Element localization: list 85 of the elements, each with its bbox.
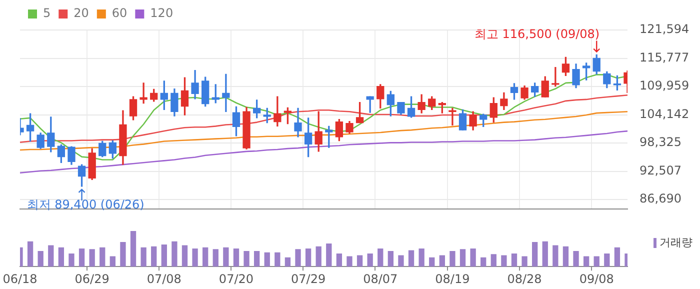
bar [398, 255, 404, 267]
bar [68, 253, 74, 267]
bar [233, 248, 240, 267]
x-tick-label: 07/20 [218, 272, 254, 286]
bar [532, 242, 538, 267]
annotation: 최고 116,500 (09/08) [474, 26, 600, 41]
bar [388, 250, 394, 267]
bar [470, 248, 476, 267]
bar [460, 249, 466, 267]
bar [542, 241, 548, 267]
bar [172, 241, 178, 267]
bar [378, 248, 384, 267]
y-tick-label: 104,142 [640, 106, 690, 121]
bar [48, 245, 54, 267]
bar [573, 250, 579, 267]
bar [58, 247, 64, 267]
bar [264, 252, 270, 267]
bar [274, 252, 280, 267]
bar [130, 231, 136, 267]
y-tick-label: 98,325 [640, 135, 682, 150]
bar [316, 246, 322, 267]
bar [490, 254, 496, 267]
bar [27, 241, 34, 267]
bar [38, 250, 44, 267]
bar [439, 255, 445, 267]
bar [511, 253, 518, 267]
x-tick-label: 07/29 [291, 272, 326, 286]
x-tick-label: 08/19 [435, 272, 470, 286]
bar [202, 247, 208, 267]
bar [408, 250, 414, 267]
bar [212, 249, 218, 267]
bar [480, 257, 486, 267]
bar [161, 244, 167, 267]
candlestick [552, 67, 560, 87]
x-tick-label: 08/07 [363, 272, 398, 286]
bar [356, 255, 363, 267]
bar [552, 245, 558, 267]
x-tick-label: 06/18 [2, 272, 38, 286]
bar [418, 248, 424, 267]
bar [254, 250, 260, 267]
y-tick-label: 121,594 [640, 22, 690, 36]
y-tick-label: 86,690 [640, 192, 682, 206]
y-tick-label: 92,507 [640, 163, 682, 178]
annotation: 최저 89,400 (06/26) [26, 198, 144, 212]
candlestick [222, 74, 230, 112]
bar [223, 247, 229, 267]
bar [594, 256, 600, 267]
bar [295, 249, 301, 267]
bar [583, 256, 590, 267]
x-tick-label: 09/08 [579, 272, 614, 286]
bar [346, 256, 352, 267]
y-tick-label: 115,777 [640, 50, 690, 64]
bar [429, 257, 435, 267]
bar [151, 246, 157, 267]
bar [604, 253, 610, 267]
legend-label: 5 [43, 6, 51, 20]
legend-label: 20 [74, 6, 89, 20]
bar [120, 242, 126, 267]
bar [450, 250, 456, 267]
bar [78, 248, 85, 267]
bar [522, 256, 528, 267]
bar [562, 246, 569, 267]
bar [501, 255, 507, 267]
bar [244, 250, 250, 267]
bar [614, 247, 620, 267]
candlestick [140, 82, 148, 104]
y-tick-label: 109,959 [640, 78, 690, 93]
bar [326, 243, 332, 267]
x-tick-label: 07/08 [146, 272, 182, 286]
candlestick [448, 108, 456, 126]
bar [182, 245, 188, 267]
x-tick-label: 06/29 [74, 272, 110, 286]
legend-label: 거래량 [660, 236, 692, 249]
legend-label: 60 [112, 6, 128, 20]
x-tick-label: 08/28 [507, 272, 542, 286]
bar [192, 248, 198, 267]
bar [89, 249, 95, 267]
bar [336, 253, 342, 267]
bar [110, 256, 116, 267]
bar [367, 253, 373, 267]
legend-label: 120 [150, 6, 174, 20]
bar [140, 247, 146, 267]
bar [284, 257, 291, 267]
bar [305, 248, 312, 267]
bar [100, 247, 106, 267]
